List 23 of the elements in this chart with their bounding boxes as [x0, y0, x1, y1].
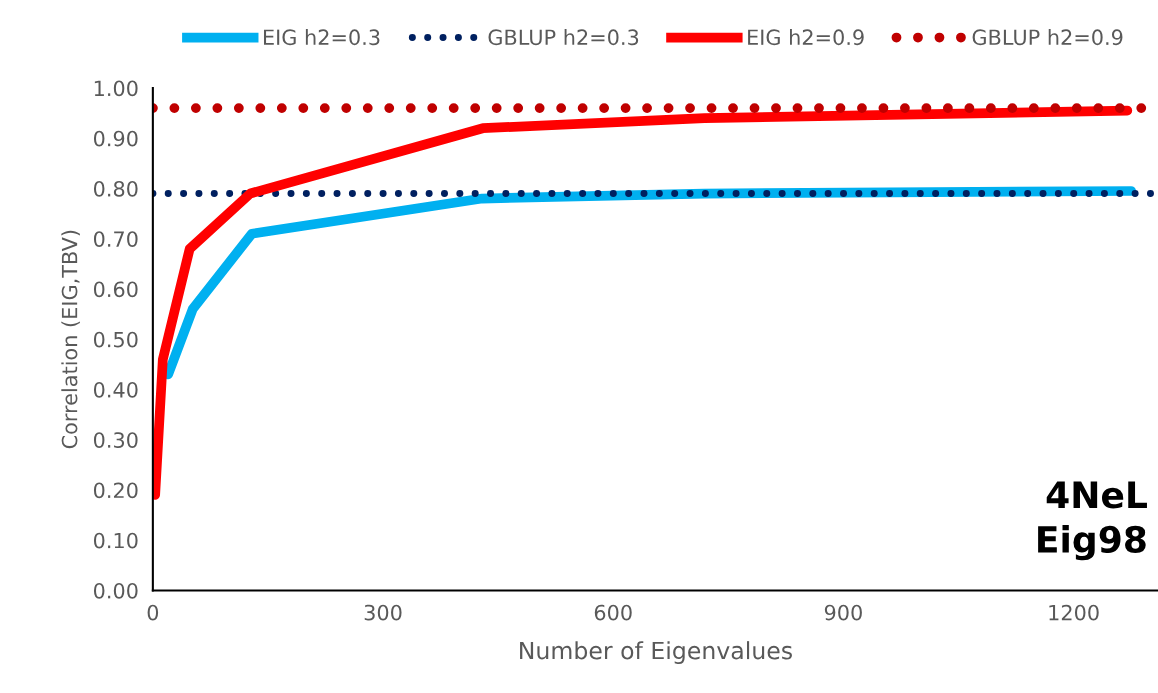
y-tick-label: 0.90	[93, 130, 138, 147]
y-tick-label: 0.50	[93, 331, 138, 348]
legend-label: EIG h2=0.9	[748, 29, 864, 46]
annotation: 4NeL Eig98	[1038, 481, 1147, 561]
x-axis-title: Number of Eigenvalues	[520, 641, 792, 665]
y-tick-label: 0.30	[93, 432, 138, 448]
x-tick-label: 1200	[1049, 604, 1099, 621]
y-axis-title: Correlation (EIG,TBV)	[61, 230, 80, 449]
y-tick-label: 0.80	[93, 180, 138, 197]
legend-label: EIG h2=0.3	[264, 29, 380, 46]
legend-label: GBLUP h2=0.3	[488, 29, 639, 46]
y-tick-label: 0.10	[93, 532, 138, 549]
y-tick-label: 0.20	[93, 482, 138, 499]
y-tick-label: 1.00	[94, 80, 138, 97]
x-tick-label: 900	[824, 604, 862, 621]
y-tick-label: 0.60	[93, 281, 138, 298]
x-tick-label: 600	[594, 604, 632, 621]
y-tick-label: 0.70	[93, 231, 138, 247]
x-tick-label: 300	[364, 604, 402, 621]
y-tick-label: 0.00	[93, 582, 138, 599]
y-tick-label: 0.40	[93, 381, 138, 398]
x-tick-label: 0	[147, 604, 159, 621]
legend-label: GBLUP h2=0.9	[972, 29, 1123, 46]
